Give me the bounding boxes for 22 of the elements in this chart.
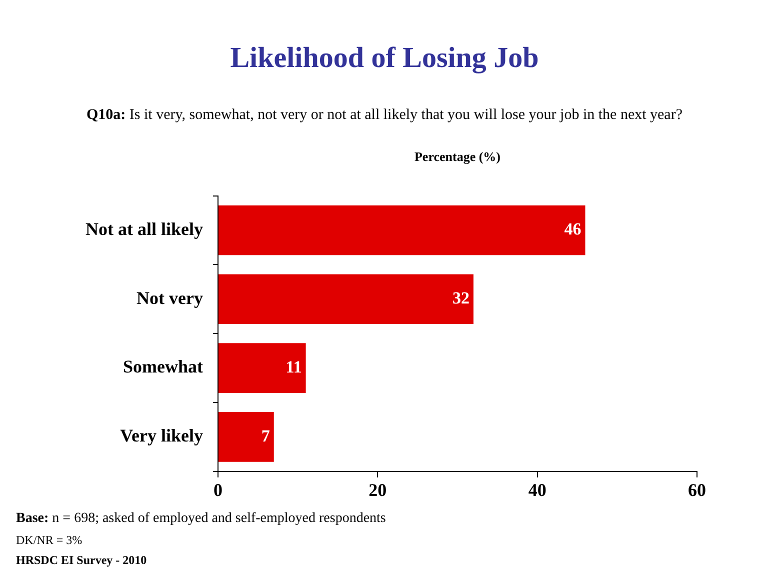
y-tick-label: Not very [136, 288, 203, 308]
text: DK/NR = 3% [16, 533, 84, 547]
text: Base: n = 698; asked of employed and self-employed respondents [16, 511, 386, 526]
chart-title: Likelihood of Losing Job [229, 42, 540, 75]
data-label: 7 [261, 426, 270, 446]
y-tick-label: Not at all likely [86, 218, 203, 239]
data-label: 46 [564, 220, 582, 239]
x-tick-label: 40 [528, 480, 546, 500]
text: HRSDC EI Survey - 2010 [16, 553, 148, 567]
y-tick-label: Very likely [120, 426, 203, 446]
x-tick-label: 0 [214, 480, 222, 500]
data-label: 32 [452, 288, 470, 308]
x-tick-label: 20 [368, 480, 387, 500]
x-axis-title: Percentage (%) [413, 149, 502, 165]
data-label: 11 [286, 357, 302, 376]
bar [218, 343, 306, 393]
chart-subtitle: Q10a: Is it very, somewhat, not very or not at all likely that you will lose your job in the next year? [86, 107, 684, 124]
bar [218, 274, 474, 324]
bar [218, 412, 274, 462]
bar [218, 205, 586, 256]
x-tick-label: 60 [688, 480, 706, 500]
y-tick-label: Somewhat [123, 356, 204, 377]
